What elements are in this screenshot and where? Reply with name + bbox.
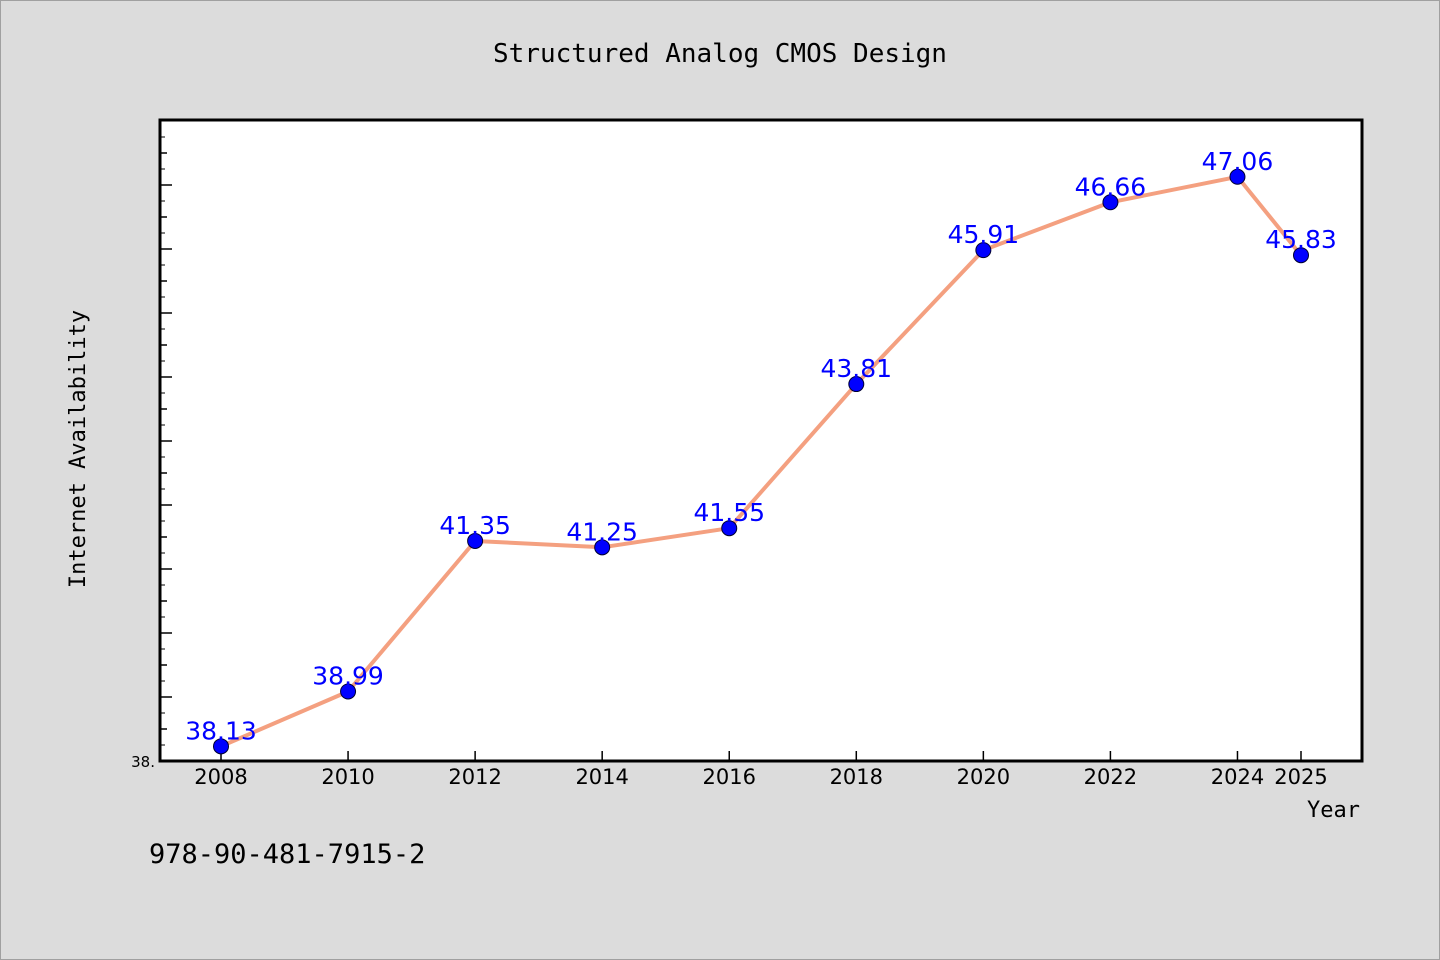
data-label-2024: 47.06 bbox=[1202, 147, 1274, 176]
x-tick-label-2008: 2008 bbox=[194, 765, 247, 789]
axis-ticks bbox=[160, 136, 1302, 762]
data-label-2010: 38.99 bbox=[312, 661, 384, 690]
data-point-2020 bbox=[975, 242, 992, 259]
x-tick-label-2016: 2016 bbox=[703, 765, 756, 789]
x-axis-label: Year bbox=[1307, 798, 1360, 823]
data-point-2016 bbox=[721, 520, 738, 537]
data-point-2018 bbox=[848, 376, 865, 393]
x-tick-label-2018: 2018 bbox=[830, 765, 883, 789]
data-label-2016: 41.55 bbox=[693, 498, 765, 527]
markers-group bbox=[213, 168, 1309, 755]
data-point-2010 bbox=[340, 683, 357, 700]
x-tick-label-2010: 2010 bbox=[321, 765, 374, 789]
y-tick-label: 38. bbox=[131, 753, 155, 771]
data-point-2012 bbox=[467, 532, 484, 549]
data-point-2008 bbox=[213, 738, 229, 755]
y-axis-label: Internet Availability bbox=[66, 310, 91, 588]
x-tick-label-2022: 2022 bbox=[1084, 765, 1137, 789]
data-label-2022: 46.66 bbox=[1075, 172, 1147, 201]
x-tick-label-2024: 2024 bbox=[1211, 765, 1264, 789]
plot-frame bbox=[158, 118, 1364, 763]
data-point-2024 bbox=[1229, 168, 1246, 185]
data-point-2022 bbox=[1102, 194, 1119, 211]
x-tick-label-2020: 2020 bbox=[957, 765, 1010, 789]
data-labels-group: 38.13 38.99 41.35 41.25 41.55 43.81 45.91 46.66… bbox=[185, 147, 1337, 746]
data-point-2014 bbox=[594, 539, 611, 556]
data-point-2025 bbox=[1293, 247, 1309, 264]
x-tick-label-2014: 2014 bbox=[575, 765, 628, 789]
isbn-text: 978-90-481-7915-2 bbox=[149, 839, 425, 870]
data-label-2018: 43.81 bbox=[821, 354, 893, 383]
data-label-2012: 41.35 bbox=[439, 511, 511, 540]
x-tick-label-2025: 2025 bbox=[1274, 765, 1327, 789]
data-label-2008: 38.13 bbox=[185, 716, 257, 745]
x-tick-labels: 2008 2010 2012 2014 2016 2018 2020 2022 2024 2025 bbox=[194, 765, 1327, 789]
data-label-2025: 45.83 bbox=[1265, 225, 1337, 254]
chart-title: Structured Analog CMOS Design bbox=[493, 39, 947, 69]
plot-area bbox=[160, 120, 1362, 761]
series-line-group bbox=[220, 174, 1303, 749]
series-line bbox=[220, 174, 1303, 749]
data-label-2020: 45.91 bbox=[948, 220, 1020, 249]
data-label-2014: 41.25 bbox=[566, 517, 638, 546]
x-tick-label-2012: 2012 bbox=[448, 765, 501, 789]
